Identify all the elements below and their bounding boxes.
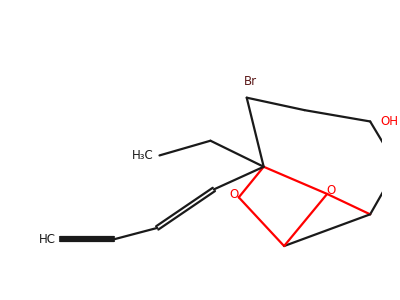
Text: Br: Br [244,74,257,88]
Text: O: O [230,188,239,201]
Text: O: O [326,184,335,197]
Text: HC: HC [38,233,56,246]
Text: OH: OH [380,115,398,128]
Text: H₃C: H₃C [132,149,154,162]
